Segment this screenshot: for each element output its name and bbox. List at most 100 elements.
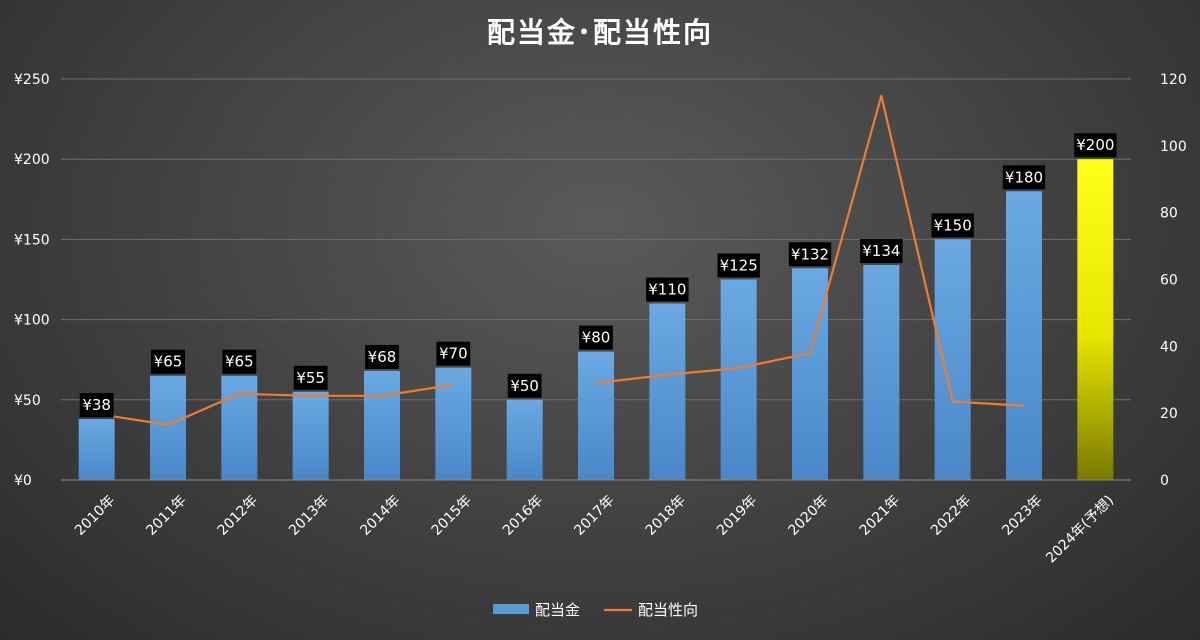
bar (506, 399, 543, 480)
x-tick-label: 2023年 (999, 492, 1045, 538)
bar (292, 391, 329, 480)
chart-title: 配当金･配当性向 (487, 16, 713, 49)
data-label-box (860, 239, 903, 264)
data-label-text: ¥132 (791, 245, 829, 263)
line-segment (595, 94, 1025, 407)
bar (934, 239, 971, 480)
x-tick-label: 2014年 (357, 492, 403, 538)
data-label: ¥200 (1074, 133, 1117, 158)
x-tick-label: 2022年 (928, 492, 974, 538)
bar (578, 351, 614, 480)
data-label-box (151, 349, 185, 374)
data-label: ¥65 (222, 349, 257, 374)
data-label: ¥132 (788, 242, 832, 267)
y-right-tick-label: 60 (1160, 273, 1178, 289)
bar-series (78, 159, 1114, 480)
data-label-box (79, 393, 114, 418)
bar (364, 370, 400, 480)
bar (150, 375, 186, 480)
data-label-box (1002, 165, 1046, 190)
data-label: ¥110 (646, 277, 689, 302)
x-tick-label: 2011年 (143, 492, 189, 538)
y-left-tick-label: ¥250 (14, 72, 50, 88)
data-label-text: ¥50 (510, 377, 539, 395)
x-tick-label: 2016年 (500, 492, 546, 538)
bar (1077, 159, 1114, 480)
data-label: ¥134 (860, 239, 903, 264)
line-series (96, 94, 1025, 426)
x-tick-label: 2024年(予想) (1043, 492, 1117, 566)
data-label: ¥70 (436, 341, 471, 366)
data-label-text: ¥150 (934, 216, 972, 234)
data-label-text: ¥65 (225, 353, 254, 371)
data-label-box (931, 213, 974, 238)
data-label-text: ¥68 (368, 348, 397, 366)
data-label-text: ¥65 (154, 353, 183, 371)
data-label: ¥55 (293, 365, 328, 390)
y-right-tick-label: 80 (1160, 206, 1178, 222)
y-left-tick-label: ¥0 (14, 473, 32, 489)
data-label-box (717, 253, 760, 278)
data-label: ¥38 (79, 393, 114, 418)
data-label-box (579, 325, 613, 350)
bar (863, 265, 900, 480)
data-label: ¥150 (931, 213, 974, 238)
bar (78, 419, 115, 480)
y-left-tick-label: ¥200 (14, 152, 50, 168)
bar (435, 367, 472, 480)
x-tick-label: 2021年 (857, 492, 903, 538)
y-right-tick-label: 120 (1160, 72, 1187, 88)
data-label-box (788, 242, 832, 267)
line-segment (96, 383, 454, 426)
data-label-box (1074, 133, 1117, 158)
x-tick-label: 2019年 (714, 492, 760, 538)
data-label-text: ¥55 (296, 369, 325, 387)
data-label-box (222, 349, 257, 374)
bar (649, 303, 686, 480)
data-label-box (365, 344, 399, 369)
legend-swatch-bar (493, 604, 529, 614)
bar (1006, 191, 1042, 480)
x-tick-label: 2015年 (429, 492, 475, 538)
data-label-text: ¥70 (439, 345, 468, 363)
data-label-text: ¥110 (648, 281, 686, 299)
data-label-text: ¥200 (1076, 136, 1114, 154)
y-left-tick-label: ¥100 (14, 313, 50, 329)
bar (792, 268, 828, 480)
data-label: ¥80 (579, 325, 613, 350)
data-label-box (507, 373, 542, 398)
legend-label: 配当性向 (638, 601, 698, 619)
data-label-text: ¥134 (862, 242, 900, 260)
y-left-tick-label: ¥150 (14, 232, 50, 248)
x-tick-label: 2010年 (72, 492, 118, 538)
y-right-tick-label: 100 (1160, 139, 1187, 155)
x-tick-label: 2012年 (215, 492, 261, 538)
data-label-box (646, 277, 689, 302)
y-right-tick-label: 40 (1160, 339, 1178, 355)
bar (720, 279, 757, 480)
x-tick-label: 2017年 (571, 492, 617, 538)
data-label: ¥50 (507, 373, 542, 398)
data-label-text: ¥125 (720, 257, 758, 275)
y-right-tick-label: 0 (1160, 473, 1169, 489)
legend-label: 配当金 (535, 601, 580, 619)
legend: 配当金 配当性向 (493, 601, 698, 619)
y-right-tick-label: 20 (1160, 406, 1178, 422)
y-left-tick-label: ¥50 (14, 393, 41, 409)
x-tick-label: 2018年 (643, 492, 689, 538)
data-label: ¥65 (151, 349, 185, 374)
data-label: ¥180 (1002, 165, 1046, 190)
x-tick-label: 2020年 (785, 492, 831, 538)
data-label-box (436, 341, 471, 366)
data-label-box (293, 365, 328, 390)
data-label: ¥68 (365, 344, 399, 369)
data-label-text: ¥180 (1005, 168, 1043, 186)
x-tick-label: 2013年 (286, 492, 332, 538)
data-label: ¥125 (717, 253, 760, 278)
data-label-text: ¥38 (82, 396, 111, 414)
data-labels: ¥38 ¥65 ¥65 ¥55 ¥68 ¥70 ¥50 ¥80 ¥110 ¥125 ¥132 ¥134… (79, 133, 1117, 418)
data-label-text: ¥80 (582, 329, 611, 347)
bar (221, 375, 258, 480)
